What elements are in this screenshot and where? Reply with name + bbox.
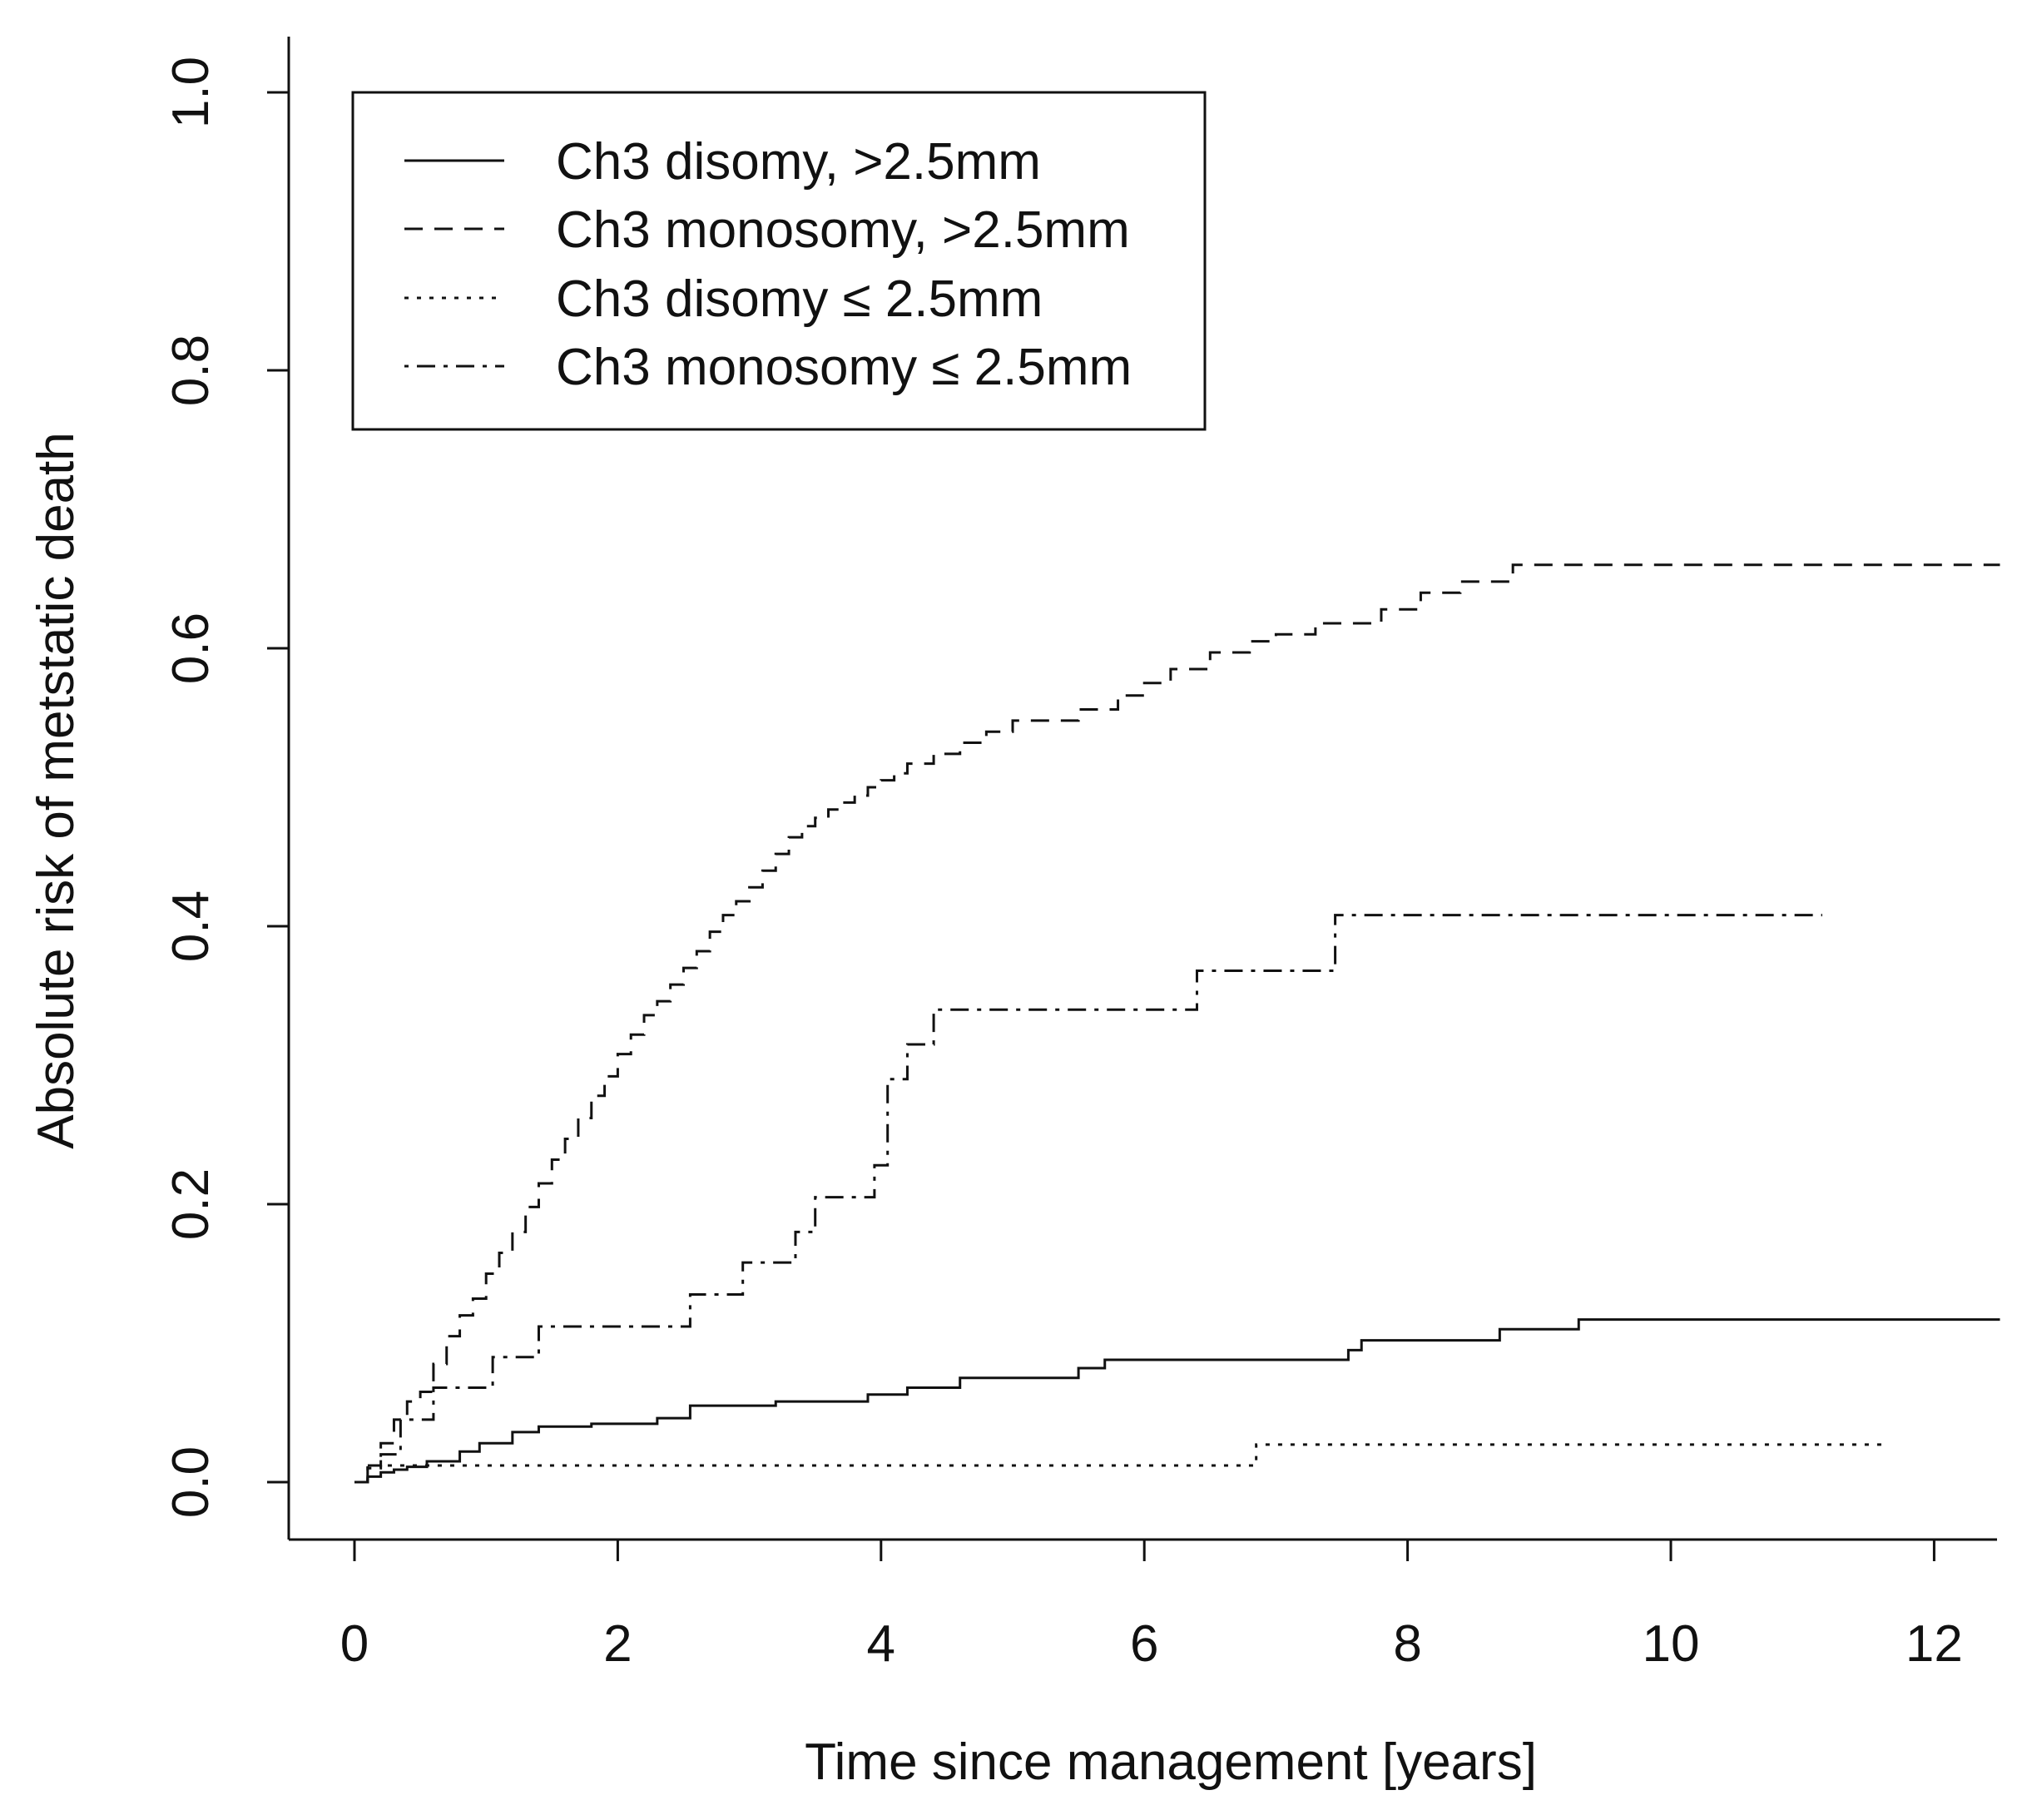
series-lines [354, 563, 2000, 1484]
legend-label-2: Ch3 monosomy, >2.5mm [556, 201, 1130, 259]
y-tick-label: 0.8 [162, 335, 220, 406]
x-tick-label: 6 [1130, 1615, 1158, 1673]
x-tick-label: 2 [603, 1615, 632, 1673]
y-tick-label: 0.2 [162, 1168, 220, 1240]
series-line-4 [354, 914, 1822, 1484]
x-tick-label: 4 [867, 1615, 895, 1673]
legend-label-3: Ch3 disomy ≤ 2.5mm [556, 270, 1043, 328]
legend-box [351, 91, 1207, 431]
legend: Ch3 disomy, >2.5mm Ch3 monosomy, >2.5mm Ch… [351, 91, 1207, 431]
series-line-1 [354, 1318, 2000, 1484]
y-tick-label: 0.6 [162, 612, 220, 684]
y-tick-label: 1.0 [162, 57, 220, 128]
x-tick-label: 8 [1393, 1615, 1421, 1673]
y-tick-label: 0.4 [162, 890, 220, 962]
x-tick-label: 0 [340, 1615, 369, 1673]
y-axis-title: Absolute risk of metstatic death [27, 432, 85, 1149]
x-axis-title: Time since management [years] [805, 1733, 1537, 1791]
x-tick-label: 12 [1906, 1615, 1963, 1673]
legend-label-4: Ch3 monosomy ≤ 2.5mm [556, 339, 1132, 396]
series-line-3 [354, 1443, 1889, 1484]
series-line-2 [354, 563, 2000, 1484]
legend-label-1: Ch3 disomy, >2.5mm [556, 133, 1041, 191]
x-tick-label: 10 [1643, 1615, 1700, 1673]
y-tick-label: 0.0 [162, 1446, 220, 1518]
axes: Time since management [years] Absolute r… [27, 37, 1997, 1791]
